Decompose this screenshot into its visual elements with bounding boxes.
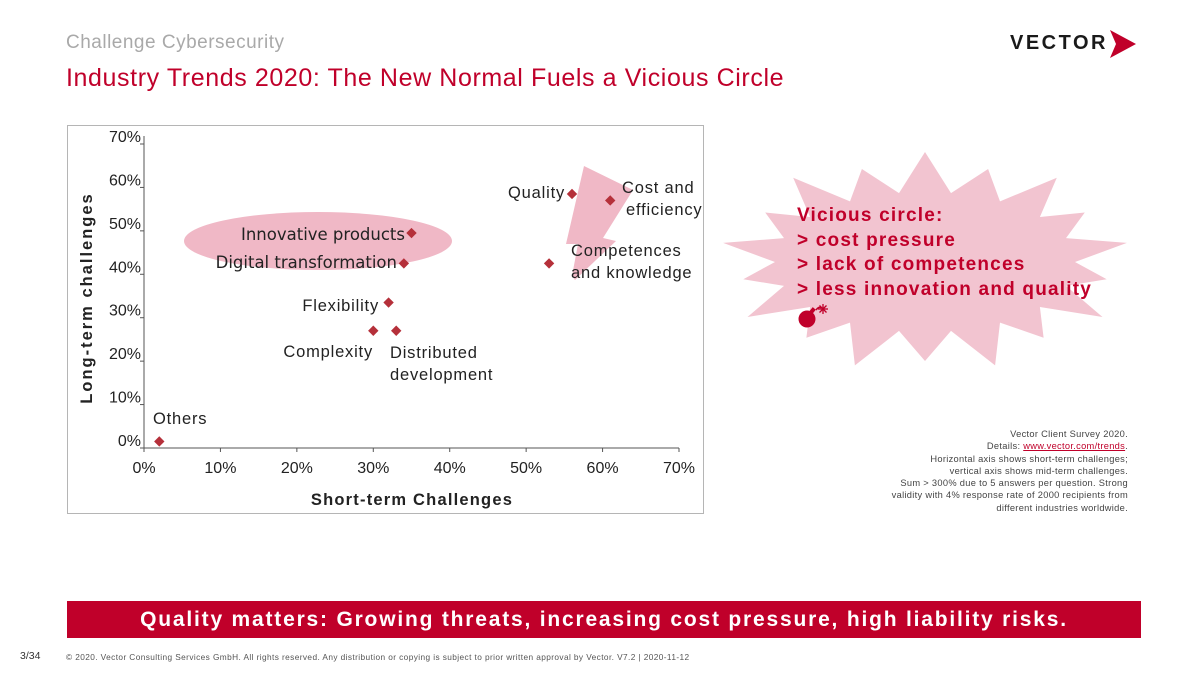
point-digital-transformation [398, 258, 410, 269]
note-line-4: vertical axis shows mid-term challenges. [949, 465, 1128, 476]
point-competences-and-knowledge [543, 258, 555, 269]
point-label-cost-and-efficiency: Cost and [622, 179, 694, 197]
x-tick-label: 20% [281, 460, 313, 477]
point-label-cost-and-efficiency: efficiency [626, 201, 702, 219]
chart-decorations [184, 166, 633, 280]
point-label-distributed-development: development [390, 366, 493, 384]
point-cost-and-efficiency [605, 195, 616, 206]
y-tick-label: 20% [109, 346, 141, 363]
chart-axes: 0% 10% 20% 30% 40% 50% 60% 70% 0% 10% 20% 30% 40% 50%… [78, 129, 695, 509]
point-complexity [368, 325, 379, 336]
point-label-competences-and-knowledge: and knowledge [571, 264, 692, 282]
y-tick-label: 0% [118, 433, 141, 450]
scatter-chart: 0% 10% 20% 30% 40% 50% 60% 70% 0% 10% 20% 30% 40% 50%… [78, 129, 702, 509]
y-tick-label: 40% [109, 259, 141, 276]
note-details-prefix: Details: [986, 441, 1024, 452]
note-line-3: Horizontal axis shows short-term challen… [930, 453, 1128, 464]
callout-item-innovation: > less innovation and quality [797, 278, 1093, 300]
innovation-highlight-ellipse [184, 212, 452, 270]
note-line-1: Vector Client Survey 2020. [1010, 429, 1128, 439]
vicious-circle-callout: Vicious circle: > cost pressure > lack o… [797, 204, 1092, 302]
x-tick-label: 40% [434, 460, 466, 477]
x-tick-label: 10% [204, 460, 236, 477]
vicious-circle-burst-icon [723, 152, 1127, 366]
point-flexibility [383, 297, 394, 308]
point-innovative-products [406, 227, 417, 239]
point-label-flexibility: Flexibility [302, 297, 379, 315]
x-tick-label: 50% [510, 460, 542, 477]
note-line-5: Sum > 300% due to 5 answers per question… [900, 478, 1128, 489]
point-quality [566, 188, 578, 200]
quality-banner: Quality matters: Growing threats, increa… [67, 601, 1141, 638]
page-number: 3/34 [20, 650, 41, 662]
x-tick-label: 30% [357, 460, 389, 477]
point-others [154, 436, 165, 447]
point-label-competences-and-knowledge: Competences [571, 242, 682, 260]
x-axis-label: Short-term Challenges [311, 491, 513, 509]
point-label-digital-transformation: Digital transformation [216, 253, 397, 272]
y-tick-label: 10% [109, 390, 141, 407]
point-distributed-development [391, 325, 402, 336]
chart-marks: Others Complexity Distributed development Fl… [153, 179, 702, 447]
point-label-complexity: Complexity [283, 343, 373, 361]
survey-note: Vector Client Survey 2020. Details: www.… [835, 428, 1128, 514]
note-line-7: different industries worldwide. [996, 502, 1128, 513]
vector-logo: VECTOR [1010, 28, 1140, 60]
x-tick-label: 60% [587, 460, 619, 477]
point-label-distributed-development: Distributed [390, 344, 478, 362]
trends-link[interactable]: www.vector.com/trends [1023, 441, 1126, 452]
note-details-suffix: . [1125, 441, 1128, 452]
copyright-footer: © 2020. Vector Consulting Services GmbH.… [66, 652, 690, 662]
callout-item-cost: > cost pressure [797, 229, 956, 251]
section-title: Challenge Cybersecurity [66, 32, 285, 53]
y-tick-label: 50% [109, 216, 141, 233]
y-tick-label: 60% [109, 172, 141, 189]
y-axis-label: Long-term challenges [78, 192, 96, 403]
chart-frame: 0% 10% 20% 30% 40% 50% 60% 70% 0% 10% 20% 30% 40% 50%… [67, 125, 704, 514]
x-tick-label: 70% [663, 460, 695, 477]
lightning-bolt-icon [566, 166, 633, 280]
bomb-icon [798, 304, 828, 328]
point-label-others: Others [153, 410, 207, 428]
note-line-6: validity with 4% response rate of 2000 r… [891, 490, 1128, 501]
callout-item-competences: > lack of competences [797, 254, 1026, 275]
point-label-quality: Quality [508, 184, 565, 202]
chevron-logo-icon [1110, 30, 1136, 58]
x-tick-label: 0% [132, 460, 155, 477]
note-details: Details: www.vector.com/trends. [835, 440, 1128, 452]
y-tick-label: 30% [109, 303, 141, 320]
callout-title: Vicious circle: [797, 205, 944, 226]
logo-text: VECTOR [1010, 32, 1108, 54]
point-label-innovative-products: Innovative products [241, 225, 405, 244]
slide-title: Industry Trends 2020: The New Normal Fue… [66, 64, 785, 92]
y-tick-label: 70% [109, 129, 141, 146]
